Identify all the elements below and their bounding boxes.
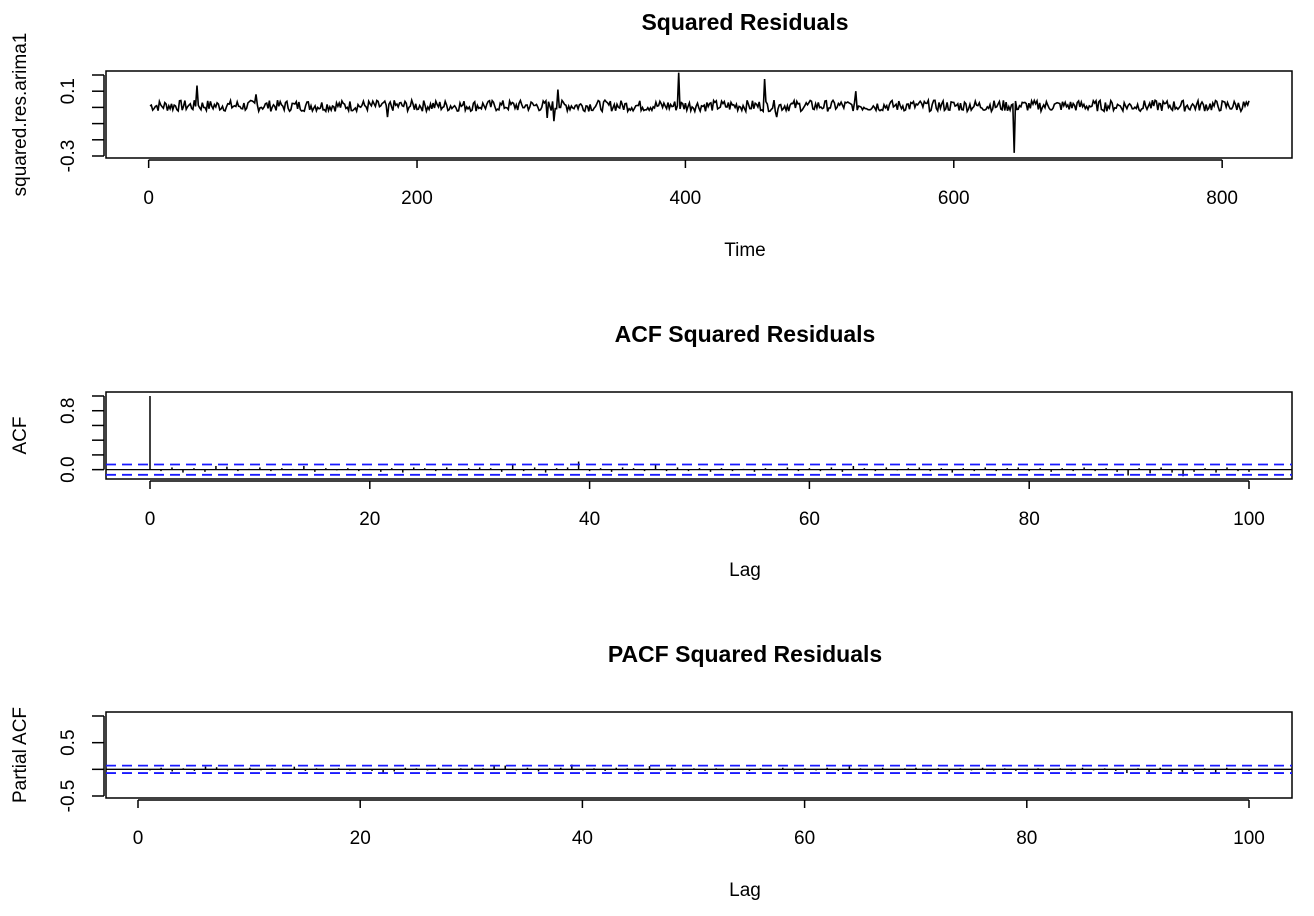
x-tick-label: 400: [670, 188, 702, 209]
series-line: [149, 72, 1250, 153]
x-tick-label: 100: [1233, 509, 1265, 530]
chart-title: PACF Squared Residuals: [608, 641, 882, 667]
x-tick-label: 0: [133, 828, 144, 849]
x-axis-label: Time: [724, 240, 766, 261]
x-tick-label: 800: [1206, 188, 1238, 209]
y-tick-label: 0.0: [58, 456, 79, 482]
x-tick-label: 600: [938, 188, 970, 209]
panel-2: ACF Squared Residuals 0 20 40 60 80 100 Lag 0.0 0…: [10, 321, 1293, 581]
x-tick-label: 40: [572, 828, 593, 849]
y-tick-label: 0.1: [58, 78, 79, 104]
x-tick-label: 0: [143, 188, 154, 209]
x-axis-label: Lag: [729, 560, 761, 581]
x-axis-label: Lag: [729, 880, 761, 901]
y-tick-label: -0.3: [58, 140, 79, 173]
y-tick-label: 0.5: [58, 729, 79, 755]
y-axis-label: Partial ACF: [10, 707, 31, 803]
chart-title: ACF Squared Residuals: [615, 321, 876, 347]
x-tick-label: 20: [350, 828, 371, 849]
plot-frame: [105, 70, 1293, 159]
panel-1: Squared Residuals 0 200 400 600 800 Time -0.3 0.…: [10, 9, 1293, 261]
plot-frame: [105, 711, 1293, 799]
x-tick-label: 100: [1233, 828, 1265, 849]
x-tick-label: 60: [799, 509, 820, 530]
x-tick-label: 20: [359, 509, 380, 530]
x-tick-label: 0: [145, 509, 156, 530]
x-tick-label: 40: [579, 509, 600, 530]
x-tick-label: 80: [1016, 828, 1037, 849]
chart-title: Squared Residuals: [641, 9, 848, 35]
x-tick-label: 60: [794, 828, 815, 849]
plot-frame: [105, 391, 1293, 480]
x-tick-label: 200: [401, 188, 433, 209]
y-tick-label: 0.8: [58, 398, 79, 424]
y-axis-label: squared.res.arima1: [10, 33, 31, 197]
panel-3: PACF Squared Residuals 0 20 40 60 80 100 Lag -0.…: [10, 641, 1293, 901]
y-tick-label: -0.5: [58, 780, 79, 813]
x-tick-label: 80: [1019, 509, 1040, 530]
y-axis-label: ACF: [10, 417, 31, 455]
